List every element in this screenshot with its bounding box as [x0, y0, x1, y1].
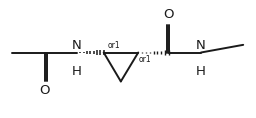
Text: N: N	[72, 39, 82, 52]
Text: O: O	[164, 8, 174, 21]
Text: or1: or1	[139, 55, 152, 64]
Text: or1: or1	[108, 41, 121, 50]
Text: N: N	[196, 39, 206, 52]
Text: O: O	[39, 84, 50, 97]
Text: H: H	[196, 65, 206, 78]
Text: H: H	[72, 65, 82, 78]
